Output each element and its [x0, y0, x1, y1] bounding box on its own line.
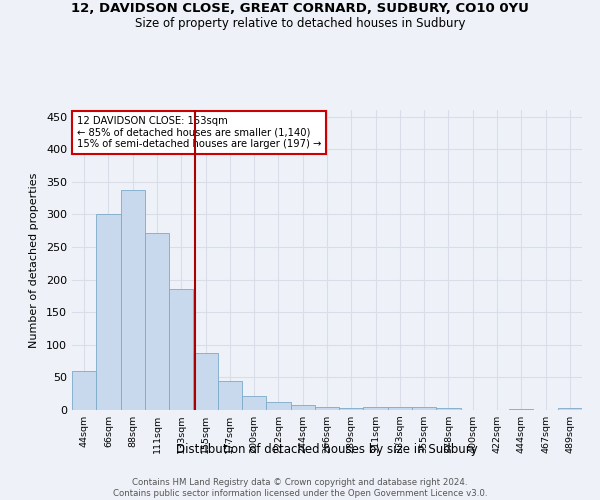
Bar [242, 396, 266, 410]
Bar [364, 408, 388, 410]
Bar [436, 408, 461, 410]
Bar [315, 408, 339, 410]
Bar [96, 214, 121, 410]
Bar [339, 408, 364, 410]
Text: Size of property relative to detached houses in Sudbury: Size of property relative to detached ho… [135, 18, 465, 30]
Text: Distribution of detached houses by size in Sudbury: Distribution of detached houses by size … [176, 442, 478, 456]
Bar [509, 408, 533, 410]
Bar [169, 290, 193, 410]
Y-axis label: Number of detached properties: Number of detached properties [29, 172, 39, 348]
Bar [266, 402, 290, 410]
Bar [218, 380, 242, 410]
Bar [193, 352, 218, 410]
Text: 12 DAVIDSON CLOSE: 153sqm
← 85% of detached houses are smaller (1,140)
15% of se: 12 DAVIDSON CLOSE: 153sqm ← 85% of detac… [77, 116, 322, 149]
Text: 12, DAVIDSON CLOSE, GREAT CORNARD, SUDBURY, CO10 0YU: 12, DAVIDSON CLOSE, GREAT CORNARD, SUDBU… [71, 2, 529, 16]
Bar [290, 406, 315, 410]
Bar [558, 408, 582, 410]
Bar [388, 408, 412, 410]
Bar [121, 190, 145, 410]
Text: Contains HM Land Registry data © Crown copyright and database right 2024.
Contai: Contains HM Land Registry data © Crown c… [113, 478, 487, 498]
Bar [72, 371, 96, 410]
Bar [145, 232, 169, 410]
Bar [412, 408, 436, 410]
